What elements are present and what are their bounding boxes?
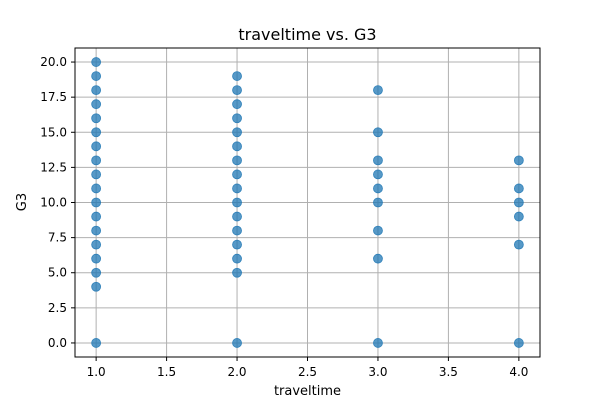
- data-point: [232, 169, 242, 180]
- data-point: [513, 211, 524, 222]
- data-point: [232, 141, 242, 152]
- data-point: [91, 211, 102, 222]
- data-point: [373, 127, 383, 138]
- data-point: [91, 225, 102, 236]
- data-point: [232, 225, 242, 236]
- data-point: [91, 267, 102, 278]
- data-point: [91, 183, 102, 194]
- x-axis-ticks: 1.0 1.5 2.0 2.5 3.0 3.5 4.0: [87, 357, 528, 379]
- data-points: [91, 57, 524, 348]
- x-tick-label: 4.0: [509, 365, 528, 379]
- data-point: [232, 183, 242, 194]
- data-point: [373, 183, 383, 194]
- data-point: [513, 155, 524, 166]
- y-tick-label: 0.0: [48, 336, 67, 350]
- data-point: [373, 225, 383, 236]
- x-tick-label: 1.0: [87, 365, 106, 379]
- x-tick-label: 2.5: [298, 365, 317, 379]
- data-point: [232, 267, 242, 278]
- data-point: [232, 155, 242, 166]
- chart-title: traveltime vs. G3: [238, 25, 376, 44]
- data-point: [232, 71, 242, 81]
- data-point: [232, 127, 242, 138]
- data-point: [91, 338, 102, 348]
- data-point: [232, 113, 242, 124]
- data-point: [91, 127, 102, 138]
- y-tick-label: 10.0: [40, 196, 67, 210]
- data-point: [513, 197, 524, 208]
- data-point: [232, 85, 242, 96]
- data-point: [513, 239, 524, 250]
- x-tick-label: 3.5: [439, 365, 458, 379]
- x-axis-label: traveltime: [274, 384, 341, 399]
- data-point: [232, 211, 242, 222]
- data-point: [513, 338, 524, 348]
- data-point: [91, 253, 102, 264]
- y-tick-label: 2.5: [48, 301, 67, 315]
- data-point: [513, 183, 524, 194]
- data-point: [232, 338, 242, 348]
- data-point: [91, 155, 102, 166]
- data-point: [91, 197, 102, 208]
- data-point: [232, 99, 242, 110]
- data-point: [91, 169, 102, 180]
- data-point: [91, 113, 102, 124]
- data-point: [91, 99, 102, 110]
- y-tick-label: 7.5: [48, 231, 67, 245]
- data-point: [373, 155, 383, 166]
- data-point: [91, 57, 102, 67]
- data-point: [91, 281, 102, 292]
- data-point: [232, 253, 242, 264]
- data-point: [91, 239, 102, 250]
- grid-lines: [75, 48, 540, 357]
- y-tick-label: 5.0: [48, 266, 67, 280]
- y-axis-label: G3: [15, 193, 30, 211]
- data-point: [232, 239, 242, 250]
- data-point: [91, 71, 102, 81]
- data-point: [373, 338, 383, 348]
- data-point: [373, 169, 383, 180]
- y-tick-label: 17.5: [40, 90, 67, 104]
- data-point: [373, 253, 383, 264]
- x-tick-label: 3.0: [368, 365, 387, 379]
- y-tick-label: 20.0: [40, 55, 67, 69]
- x-tick-label: 2.0: [227, 365, 246, 379]
- x-tick-label: 1.5: [157, 365, 176, 379]
- data-point: [232, 197, 242, 208]
- data-point: [91, 141, 102, 152]
- y-axis-ticks: 0.0 2.5 5.0 7.5 10.0 12.5 15.0 17.5 20.0: [40, 55, 75, 350]
- data-point: [373, 85, 383, 96]
- data-point: [373, 197, 383, 208]
- y-tick-label: 15.0: [40, 125, 67, 139]
- data-point: [91, 85, 102, 96]
- y-tick-label: 12.5: [40, 160, 67, 174]
